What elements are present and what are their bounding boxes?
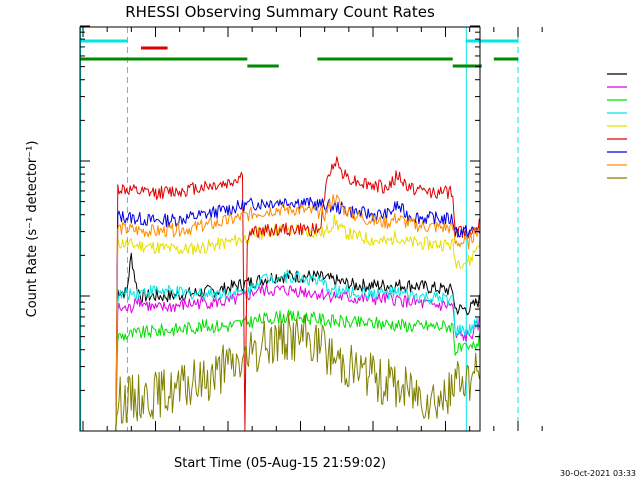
series-line [115, 269, 480, 431]
axis-ticks [80, 25, 543, 432]
timestamp: 30-Oct-2021 03:33 [560, 469, 636, 478]
series-line [115, 194, 480, 431]
flag-bars [80, 39, 518, 68]
series-line [115, 156, 480, 431]
series-line [115, 196, 480, 431]
series-line [115, 313, 480, 431]
chart-title: RHESSI Observing Summary Count Rates [125, 3, 435, 21]
plot-frame-border [79, 26, 481, 432]
series-line [115, 309, 480, 431]
x-axis-label: Start Time (05-Aug-15 21:59:02) [174, 456, 386, 471]
legend [607, 73, 627, 179]
series-line [115, 283, 480, 431]
plot-frame [79, 26, 481, 432]
series-lines [115, 156, 480, 431]
y-axis-label: Count Rate (s⁻¹ detector⁻¹) [25, 141, 40, 318]
